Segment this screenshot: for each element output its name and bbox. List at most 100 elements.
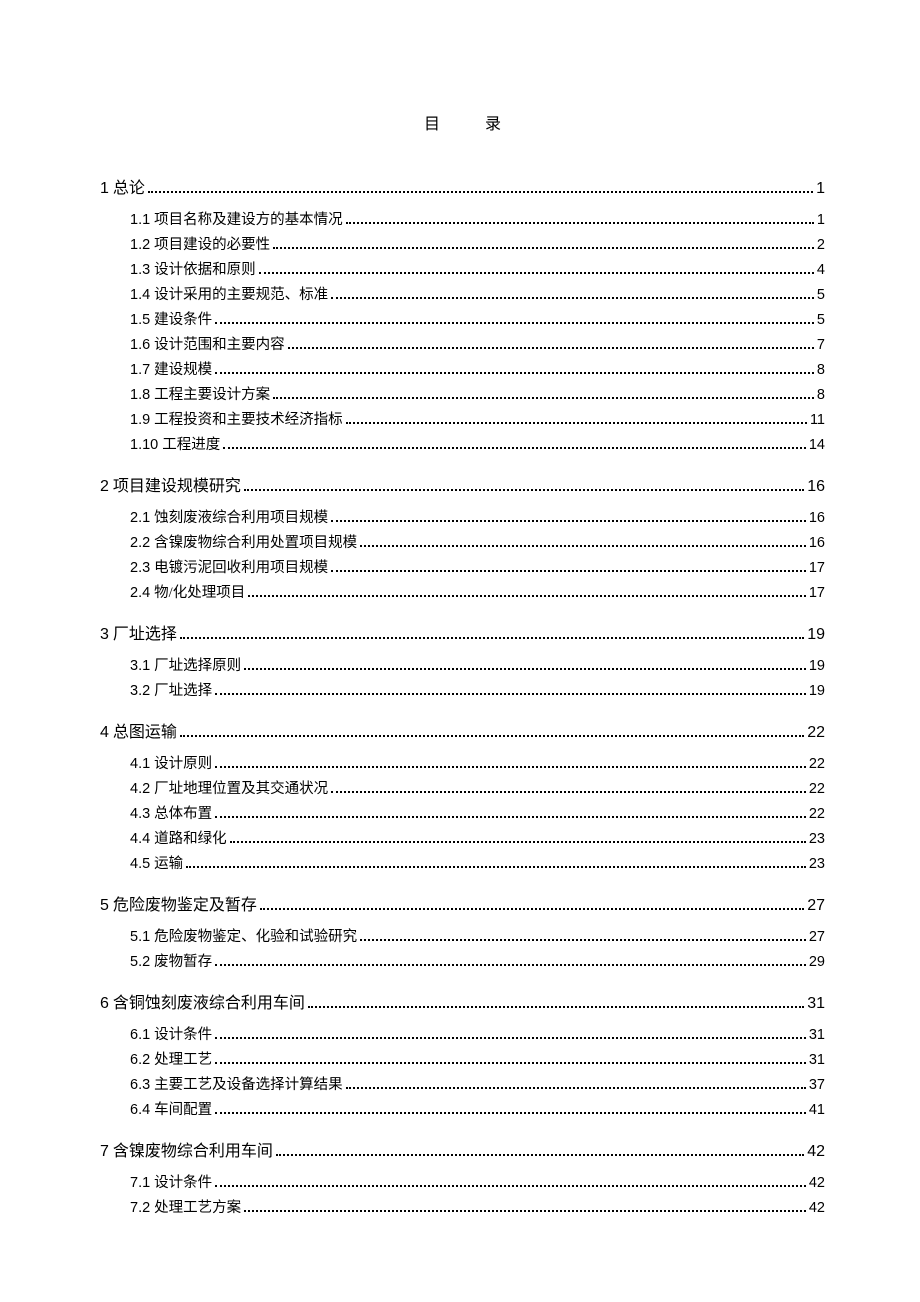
toc-leader: [360, 545, 806, 547]
toc-entry-text: 含镍废物综合利用车间: [113, 1137, 273, 1161]
toc-leader: [215, 1112, 806, 1114]
toc-entry-text: 项目建设的必要性: [154, 233, 270, 254]
toc-entry-text: 设计条件: [154, 1171, 212, 1192]
toc-level2-entry: 7.1设计条件 42: [130, 1171, 825, 1192]
toc-level2-entry: 3.2厂址选择19: [130, 679, 825, 700]
toc-entry-page: 1: [816, 180, 825, 198]
toc-entry-page: 16: [809, 510, 825, 526]
toc-entry-label: 2.1蚀刻废液综合利用项目规模: [130, 506, 328, 527]
toc-entry-number: 6.1: [130, 1027, 150, 1043]
toc-leader: [215, 766, 806, 768]
toc-entry-page: 22: [809, 781, 825, 797]
toc-level2-entry: 4.1设计原则22: [130, 752, 825, 773]
toc-level2-entry: 1.4设计采用的主要规范、标准5: [130, 283, 825, 304]
toc-leader: [215, 1185, 806, 1187]
toc-level2-entry: 1.9工程投资和主要技术经济指标11: [130, 408, 825, 429]
toc-entry-page: 42: [809, 1200, 825, 1216]
toc-level2-entry: 1.2项目建设的必要性 2: [130, 233, 825, 254]
toc-leader: [346, 1087, 806, 1089]
toc-sub-group: 5.1危险废物鉴定、化验和试验研究27 5.2废物暂存 29: [100, 925, 825, 971]
toc-level2-entry: 1.6设计范围和主要内容 7: [130, 333, 825, 354]
toc-entry-number: 1.5: [130, 312, 150, 328]
toc-entry-label: 5.2废物暂存: [130, 950, 212, 971]
toc-entry-text: 电镀污泥回收利用项目规模: [154, 556, 328, 577]
toc-entry-number: 1.1: [130, 212, 150, 228]
toc-entry-label: 1.7建设规模: [130, 358, 212, 379]
toc-entry-label: 4.1设计原则: [130, 752, 212, 773]
toc-level2-entry: 2.2含镍废物综合利用处置项目规模16: [130, 531, 825, 552]
toc-entry-page: 42: [809, 1175, 825, 1191]
toc-entry-page: 31: [807, 995, 825, 1013]
toc-entry-label: 4总图运输: [100, 718, 177, 742]
toc-entry-label: 4.4道路和绿化: [130, 827, 227, 848]
toc-entry-number: 1.6: [130, 337, 150, 353]
toc-entry-text: 设计范围和主要内容: [154, 333, 285, 354]
toc-entry-page: 7: [817, 337, 825, 353]
toc-entry-label: 1.10工程进度: [130, 433, 220, 454]
toc-sub-group: 1.1项目名称及建设方的基本情况11.2项目建设的必要性21.3设计依据和原则4…: [100, 208, 825, 454]
toc-leader: [331, 570, 806, 572]
toc-leader: [288, 347, 814, 349]
toc-entry-page: 29: [809, 954, 825, 970]
toc-entry-text: 厂址地理位置及其交通状况: [154, 777, 328, 798]
toc-level2-entry: 6.2 处理工艺31: [130, 1048, 825, 1069]
toc-entry-label: 1.5建设条件: [130, 308, 212, 329]
toc-entry-number: 4.4: [130, 831, 150, 847]
toc-entry-page: 17: [809, 585, 825, 601]
toc-level2-entry: 6.3主要工艺及设备选择计算结果37: [130, 1073, 825, 1094]
toc-entry-number: 6.3: [130, 1077, 150, 1093]
toc-entry-page: 2: [817, 237, 825, 253]
toc-entry-text: 厂址选择: [113, 620, 177, 644]
toc-entry-number: 4.1: [130, 756, 150, 772]
toc-entry-number: 6.4: [130, 1102, 150, 1118]
toc-entry-label: 2.4物/化处理项目: [130, 581, 245, 602]
toc-leader: [260, 908, 804, 910]
toc-entry-text: 物/化处理项目: [154, 581, 245, 602]
toc-entry-number: 7: [100, 1143, 109, 1161]
toc-entry-number: 3: [100, 626, 109, 644]
toc-entry-text: 运输: [154, 852, 183, 873]
toc-entry-number: 6.2: [130, 1052, 150, 1068]
toc-leader: [273, 247, 814, 249]
toc-entry-number: 1.7: [130, 362, 150, 378]
toc-entry-number: 1.2: [130, 237, 150, 253]
toc-entry-number: 6: [100, 995, 109, 1013]
toc-entry-label: 4.2厂址地理位置及其交通状况: [130, 777, 328, 798]
toc-level2-entry: 4.4道路和绿化 23: [130, 827, 825, 848]
toc-leader: [331, 791, 806, 793]
toc-entry-label: 3.1厂址选择原则: [130, 654, 241, 675]
toc-level2-entry: 7.2处理工艺方案42: [130, 1196, 825, 1217]
toc-entry-text: 蚀刻废液综合利用项目规模: [154, 506, 328, 527]
toc-level2-entry: 4.2厂址地理位置及其交通状况 22: [130, 777, 825, 798]
toc-level2-entry: 1.10工程进度14: [130, 433, 825, 454]
toc-leader: [346, 222, 814, 224]
toc-entry-label: 1.6设计范围和主要内容: [130, 333, 285, 354]
toc-entry-label: 2项目建设规模研究: [100, 472, 241, 496]
toc-level2-entry: 2.1蚀刻废液综合利用项目规模 16: [130, 506, 825, 527]
toc-entry-page: 31: [809, 1027, 825, 1043]
toc-leader: [180, 637, 804, 639]
toc-entry-text: 设计条件: [154, 1023, 212, 1044]
toc-entry-text: 设计采用的主要规范、标准: [154, 283, 328, 304]
toc-sub-group: 7.1设计条件427.2处理工艺方案42: [100, 1171, 825, 1217]
toc-entry-text: 厂址选择: [154, 679, 212, 700]
toc-entry-text: 车间配置: [154, 1098, 212, 1119]
toc-entry-label: 6.4车间配置: [130, 1098, 212, 1119]
toc-entry-text: 工程主要设计方案: [154, 383, 270, 404]
toc-entry-number: 1.4: [130, 287, 150, 303]
toc-level2-entry: 5.1危险废物鉴定、化验和试验研究27: [130, 925, 825, 946]
toc-level1-entry: 3厂址选择19: [100, 620, 825, 644]
toc-leader: [148, 191, 813, 193]
toc-entry-page: 27: [807, 897, 825, 915]
toc-entry-label: 3.2厂址选择: [130, 679, 212, 700]
toc-entry-label: 7.1设计条件: [130, 1171, 212, 1192]
toc-entry-page: 23: [809, 831, 825, 847]
toc-level2-entry: 2.4物/化处理项目 17: [130, 581, 825, 602]
toc-entry-label: 7含镍废物综合利用车间: [100, 1137, 273, 1161]
toc-entry-label: 1.1项目名称及建设方的基本情况: [130, 208, 343, 229]
toc-level2-entry: 6.1设计条件 31: [130, 1023, 825, 1044]
toc-leader: [273, 397, 814, 399]
toc-entry-label: 1.9工程投资和主要技术经济指标: [130, 408, 343, 429]
toc-level1-entry: 7含镍废物综合利用车间42: [100, 1137, 825, 1161]
toc-leader: [259, 272, 814, 274]
